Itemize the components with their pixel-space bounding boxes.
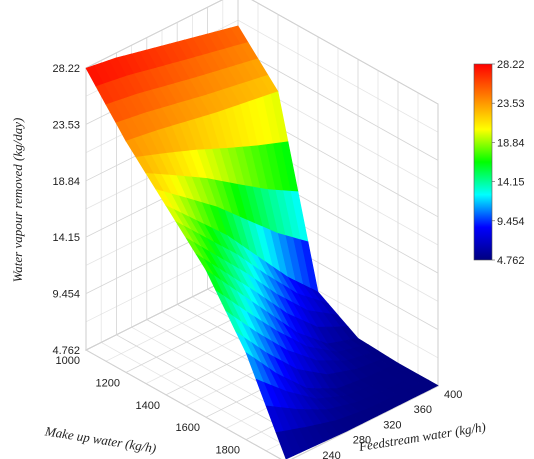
colorbar-tick-label: 9.454 — [497, 216, 525, 228]
y-tick-label: 320 — [383, 419, 401, 431]
x-tick-label: 1400 — [136, 400, 160, 412]
y-axis-title: Feedstream water (kg/h) — [357, 419, 487, 454]
z-tick-label: 28.22 — [52, 63, 80, 75]
colorbar: 28.22 23.53 18.84 14.15 9.454 4.762 — [473, 59, 525, 267]
z-tick-label: 23.53 — [52, 119, 80, 131]
x-tick-label: 1800 — [216, 445, 240, 457]
colorbar-tick-label: 23.53 — [497, 98, 525, 110]
z-tick-label: 18.84 — [52, 176, 80, 188]
y-tick-label: 240 — [322, 450, 340, 459]
x-tick-label: 1200 — [96, 377, 120, 389]
x-tick-label: 1000 — [56, 355, 80, 367]
x-gridline — [291, 104, 439, 459]
colorbar-tick-label: 14.15 — [497, 177, 525, 189]
z-tick-label: 14.15 — [52, 232, 80, 244]
z-tick-label: 9.454 — [52, 289, 80, 301]
z-tick-label: 4.762 — [52, 345, 80, 357]
y-tick-label: 280 — [353, 435, 371, 447]
colorbar-tick-label: 28.22 — [497, 59, 525, 71]
y-tick-label: 360 — [414, 404, 432, 416]
y-tick-label: 400 — [444, 389, 462, 401]
z-axis-title: Water vapour removed (kg/day) — [10, 118, 25, 283]
y-minor-gridline — [100, 60, 302, 455]
surface-mesh — [85, 25, 439, 459]
colorbar-tick-label: 18.84 — [497, 137, 525, 149]
colorbar-gradient — [473, 63, 493, 261]
z-gridline — [85, 0, 439, 105]
x-tick-label: 1600 — [176, 422, 200, 434]
x-axis-title: Make up water (kg/h) — [43, 423, 157, 456]
surface-cell — [275, 430, 294, 459]
colorbar-tick-label: 4.762 — [497, 255, 525, 267]
